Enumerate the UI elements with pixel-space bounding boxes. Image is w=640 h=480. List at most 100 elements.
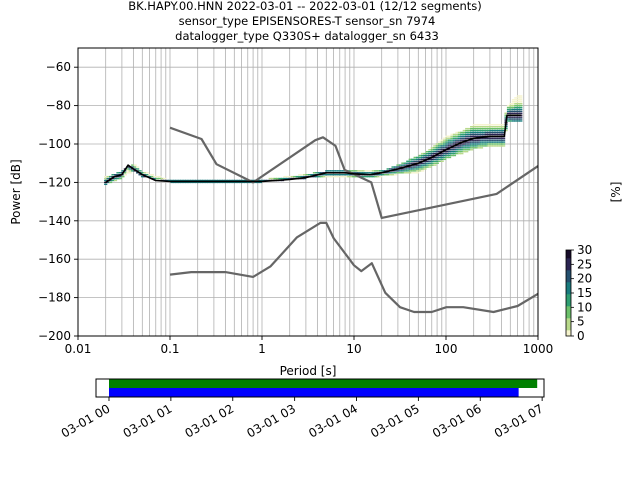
- coverage-tick-label: 03-01 06: [430, 401, 484, 440]
- psd-density-cell: [217, 179, 221, 182]
- psd-density-cell: [244, 181, 248, 184]
- psd-density-cell: [452, 152, 457, 155]
- psd-density-cell: [155, 175, 159, 178]
- psd-density-cell: [506, 108, 511, 111]
- psd-density-cell: [393, 174, 398, 176]
- psd-density-cell: [460, 147, 464, 149]
- psd-density-cell: [376, 174, 380, 176]
- psd-density-cell: [408, 168, 412, 170]
- psd-density-cell: [467, 147, 471, 149]
- psd-density-cell: [474, 127, 479, 130]
- psd-density-cell: [430, 160, 434, 162]
- psd-density-cell: [118, 177, 123, 180]
- psd-density-cell: [420, 156, 425, 159]
- psd-density-cell: [479, 129, 484, 132]
- psd-density-cell: [273, 177, 277, 180]
- psd-density-cell: [482, 145, 486, 147]
- psd-density-cell: [497, 141, 501, 143]
- psd-density-cell: [389, 172, 393, 174]
- psd-density-cell: [482, 139, 486, 141]
- psd-density-cell: [455, 145, 459, 147]
- colorbar-segment: [566, 272, 571, 275]
- psd-density-cell: [219, 179, 223, 182]
- psd-density-cell: [406, 162, 410, 164]
- psd-density-cell: [352, 170, 356, 172]
- psd-density-cell: [212, 181, 216, 184]
- psd-density-cell: [364, 170, 368, 172]
- psd-density-cell: [411, 162, 415, 164]
- psd-density-cell: [443, 139, 447, 141]
- title-line-1: BK.HAPY.00.HNN 2022-03-01 -- 2022-03-01 …: [128, 0, 482, 13]
- psd-density-cell: [303, 174, 307, 176]
- psd-density-cell: [180, 181, 184, 184]
- colorbar-segment: [566, 258, 571, 261]
- colorbar-segment: [566, 308, 571, 311]
- psd-density-cell: [423, 158, 427, 161]
- psd-density-cell: [126, 168, 130, 170]
- psd-density-cell: [452, 137, 457, 139]
- coverage-tick-label: 03-01 00: [59, 401, 113, 440]
- psd-density-cell: [445, 141, 449, 143]
- psd-density-cell: [433, 145, 437, 147]
- psd-density-cell: [406, 166, 410, 168]
- psd-density-cell: [258, 181, 263, 184]
- psd-density-cell: [477, 147, 481, 149]
- psd-density-cell: [170, 179, 174, 182]
- psd-density-cell: [413, 162, 417, 164]
- psd-density-cell: [489, 131, 493, 134]
- psd-density-cell: [519, 108, 523, 111]
- colorbar-segment: [566, 314, 571, 317]
- psd-density-cell: [413, 160, 417, 162]
- psd-density-cell: [474, 126, 479, 128]
- psd-density-cell: [111, 179, 115, 182]
- psd-density-cell: [298, 174, 302, 176]
- psd-density-cell: [440, 147, 444, 149]
- psd-density-cell: [460, 143, 464, 145]
- psd-density-cell: [519, 112, 523, 114]
- psd-density-cell: [499, 127, 503, 130]
- psd-density-cell: [506, 106, 511, 109]
- y-tick-label: −140: [38, 214, 71, 228]
- psd-density-cell: [251, 179, 255, 182]
- psd-density-cell: [479, 133, 484, 136]
- psd-density-cell: [501, 137, 506, 139]
- psd-density-cell: [433, 150, 437, 153]
- y-axis-label: Power [dB]: [9, 159, 23, 224]
- psd-density-cell: [477, 139, 481, 141]
- psd-density-cell: [128, 172, 132, 174]
- psd-density-cell: [438, 149, 442, 151]
- psd-density-cell: [364, 172, 368, 174]
- psd-density-cell: [443, 145, 447, 147]
- psd-density-cell: [423, 152, 427, 155]
- psd-density-cell: [121, 174, 125, 176]
- psd-density-cell: [445, 154, 449, 157]
- psd-density-cell: [514, 106, 518, 109]
- psd-density-cell: [462, 129, 466, 132]
- psd-density-cell: [438, 154, 442, 157]
- psd-density-cell: [457, 131, 461, 134]
- psd-density-cell: [479, 135, 484, 138]
- psd-density-cell: [359, 172, 363, 174]
- psd-density-cell: [482, 131, 486, 134]
- psd-density-cell: [131, 164, 135, 166]
- psd-density-cell: [460, 135, 464, 138]
- psd-density-cell: [212, 179, 216, 182]
- colorbar-segment: [566, 312, 571, 315]
- psd-density-cell: [285, 175, 290, 178]
- psd-density-cell: [438, 158, 442, 161]
- psd-density-cell: [494, 139, 498, 141]
- psd-density-cell: [214, 179, 218, 182]
- psd-density-cell: [450, 133, 454, 136]
- psd-density-cell: [484, 129, 489, 132]
- psd-density-cell: [219, 181, 223, 184]
- psd-density-cell: [492, 131, 496, 134]
- psd-density-cell: [514, 102, 518, 105]
- psd-density-cell: [479, 137, 484, 139]
- psd-density-cell: [452, 149, 457, 151]
- x-axis-label: Period [s]: [280, 364, 337, 378]
- colorbar-segment: [566, 334, 571, 337]
- colorbar-gradient: [566, 250, 571, 337]
- psd-density-cell: [423, 154, 427, 157]
- figure-title: BK.HAPY.00.HNN 2022-03-01 -- 2022-03-01 …: [128, 0, 482, 43]
- psd-density-cell: [484, 137, 489, 139]
